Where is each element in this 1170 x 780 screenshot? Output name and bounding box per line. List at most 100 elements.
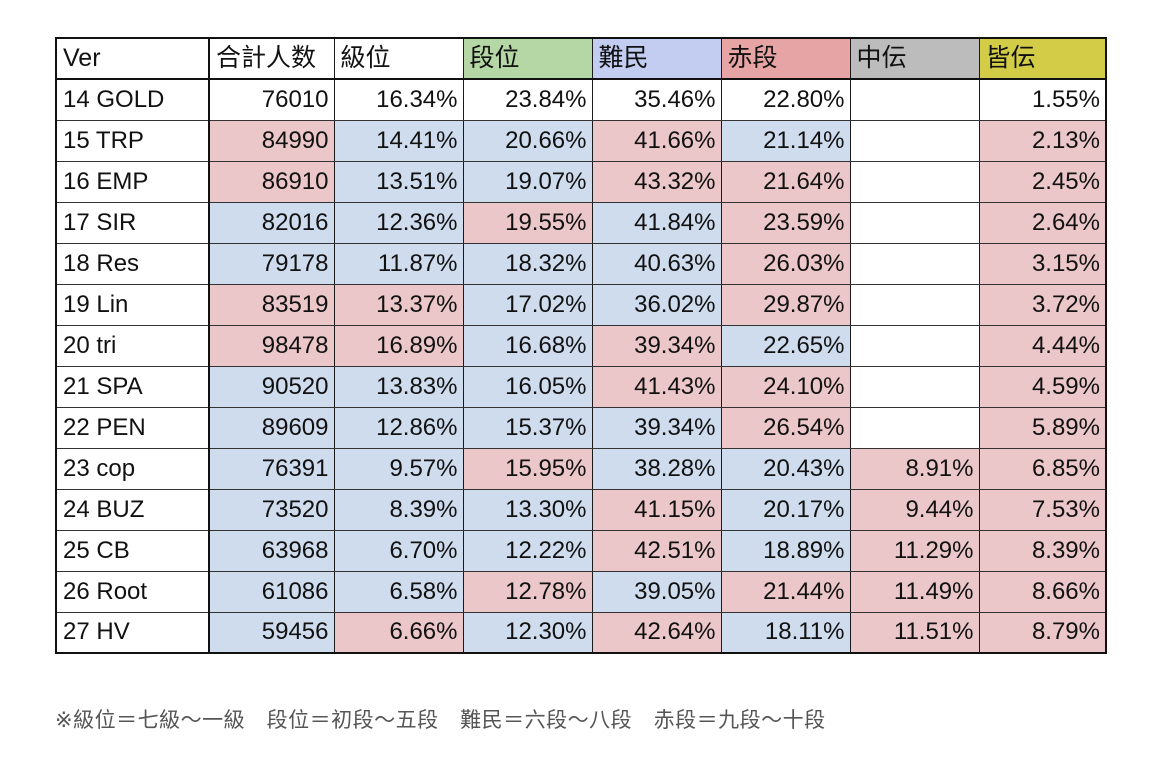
table-row: 21 SPA 90520 13.83% 16.05% 41.43% 24.10% 4.59% <box>55 365 1107 408</box>
table-row: 18 Res 79178 11.87% 18.32% 40.63% 26.03% 3.15% <box>55 242 1107 285</box>
table-row: 15 TRP 84990 14.41% 20.66% 41.66% 21.14% 2.13% <box>55 119 1107 162</box>
value-cell <box>849 119 980 162</box>
value-cell: 29.87% <box>720 283 851 326</box>
version-cell: 20 tri <box>55 324 210 367</box>
value-cell: 8.66% <box>978 570 1107 613</box>
header-akadan: 赤段 <box>720 37 851 80</box>
header-kaiden: 皆伝 <box>978 37 1107 80</box>
value-cell: 43.32% <box>591 160 722 203</box>
value-cell: 39.34% <box>591 406 722 449</box>
value-cell: 18.89% <box>720 529 851 572</box>
value-cell: 19.07% <box>462 160 593 203</box>
value-cell: 3.15% <box>978 242 1107 285</box>
version-cell: 24 BUZ <box>55 488 210 531</box>
value-cell: 13.37% <box>333 283 464 326</box>
value-cell: 14.41% <box>333 119 464 162</box>
value-cell: 19.55% <box>462 201 593 244</box>
value-cell: 5.89% <box>978 406 1107 449</box>
value-cell: 90520 <box>208 365 335 408</box>
value-cell: 16.05% <box>462 365 593 408</box>
value-cell: 1.55% <box>978 78 1107 121</box>
value-cell: 16.68% <box>462 324 593 367</box>
value-cell: 11.87% <box>333 242 464 285</box>
value-cell: 13.30% <box>462 488 593 531</box>
value-cell: 11.49% <box>849 570 980 613</box>
value-cell: 12.78% <box>462 570 593 613</box>
value-cell: 18.32% <box>462 242 593 285</box>
value-cell: 73520 <box>208 488 335 531</box>
value-cell: 6.66% <box>333 611 464 654</box>
stats-table: Ver 合計人数 級位 段位 難民 赤段 中伝 皆伝 14 GOLD 76010 1… <box>55 37 1107 654</box>
version-cell: 26 Root <box>55 570 210 613</box>
value-cell: 89609 <box>208 406 335 449</box>
version-cell: 18 Res <box>55 242 210 285</box>
value-cell: 12.36% <box>333 201 464 244</box>
value-cell: 35.46% <box>591 78 722 121</box>
value-cell: 23.59% <box>720 201 851 244</box>
value-cell: 76391 <box>208 447 335 490</box>
table-row: 19 Lin 83519 13.37% 17.02% 36.02% 29.87% 3.72% <box>55 283 1107 326</box>
version-cell: 16 EMP <box>55 160 210 203</box>
value-cell: 42.51% <box>591 529 722 572</box>
value-cell: 17.02% <box>462 283 593 326</box>
version-cell: 17 SIR <box>55 201 210 244</box>
value-cell: 16.89% <box>333 324 464 367</box>
value-cell: 20.43% <box>720 447 851 490</box>
value-cell: 13.51% <box>333 160 464 203</box>
value-cell: 38.28% <box>591 447 722 490</box>
value-cell: 21.44% <box>720 570 851 613</box>
value-cell: 9.44% <box>849 488 980 531</box>
value-cell: 39.34% <box>591 324 722 367</box>
value-cell <box>849 324 980 367</box>
value-cell <box>849 242 980 285</box>
version-cell: 21 SPA <box>55 365 210 408</box>
value-cell <box>849 365 980 408</box>
value-cell: 82016 <box>208 201 335 244</box>
value-cell: 59456 <box>208 611 335 654</box>
table-row: 24 BUZ 73520 8.39% 13.30% 41.15% 20.17% 9.44% 7… <box>55 488 1107 531</box>
value-cell: 21.14% <box>720 119 851 162</box>
version-cell: 27 HV <box>55 611 210 654</box>
value-cell: 26.03% <box>720 242 851 285</box>
value-cell: 83519 <box>208 283 335 326</box>
header-dani: 段位 <box>462 37 593 80</box>
value-cell: 41.43% <box>591 365 722 408</box>
value-cell: 4.59% <box>978 365 1107 408</box>
value-cell: 15.37% <box>462 406 593 449</box>
value-cell: 22.65% <box>720 324 851 367</box>
value-cell <box>849 406 980 449</box>
value-cell: 39.05% <box>591 570 722 613</box>
version-cell: 15 TRP <box>55 119 210 162</box>
value-cell: 40.63% <box>591 242 722 285</box>
version-cell: 19 Lin <box>55 283 210 326</box>
value-cell: 41.84% <box>591 201 722 244</box>
table-row: 23 cop 76391 9.57% 15.95% 38.28% 20.43% 8.91% 6… <box>55 447 1107 490</box>
value-cell: 98478 <box>208 324 335 367</box>
header-ver: Ver <box>55 37 210 80</box>
value-cell: 24.10% <box>720 365 851 408</box>
value-cell: 86910 <box>208 160 335 203</box>
value-cell: 20.66% <box>462 119 593 162</box>
table-row: 26 Root 61086 6.58% 12.78% 39.05% 21.44% 11.49… <box>55 570 1107 613</box>
value-cell: 79178 <box>208 242 335 285</box>
value-cell: 12.30% <box>462 611 593 654</box>
value-cell: 26.54% <box>720 406 851 449</box>
value-cell: 3.72% <box>978 283 1107 326</box>
value-cell: 76010 <box>208 78 335 121</box>
table-row: 25 CB 63968 6.70% 12.22% 42.51% 18.89% 11.29% 8… <box>55 529 1107 572</box>
table-row: 22 PEN 89609 12.86% 15.37% 39.34% 26.54% 5.89% <box>55 406 1107 449</box>
value-cell <box>849 283 980 326</box>
value-cell: 6.85% <box>978 447 1107 490</box>
value-cell: 21.64% <box>720 160 851 203</box>
value-cell: 16.34% <box>333 78 464 121</box>
value-cell: 8.91% <box>849 447 980 490</box>
value-cell: 9.57% <box>333 447 464 490</box>
version-cell: 25 CB <box>55 529 210 572</box>
value-cell: 11.51% <box>849 611 980 654</box>
version-cell: 23 cop <box>55 447 210 490</box>
value-cell: 22.80% <box>720 78 851 121</box>
value-cell: 8.79% <box>978 611 1107 654</box>
value-cell: 23.84% <box>462 78 593 121</box>
version-cell: 14 GOLD <box>55 78 210 121</box>
value-cell <box>849 160 980 203</box>
